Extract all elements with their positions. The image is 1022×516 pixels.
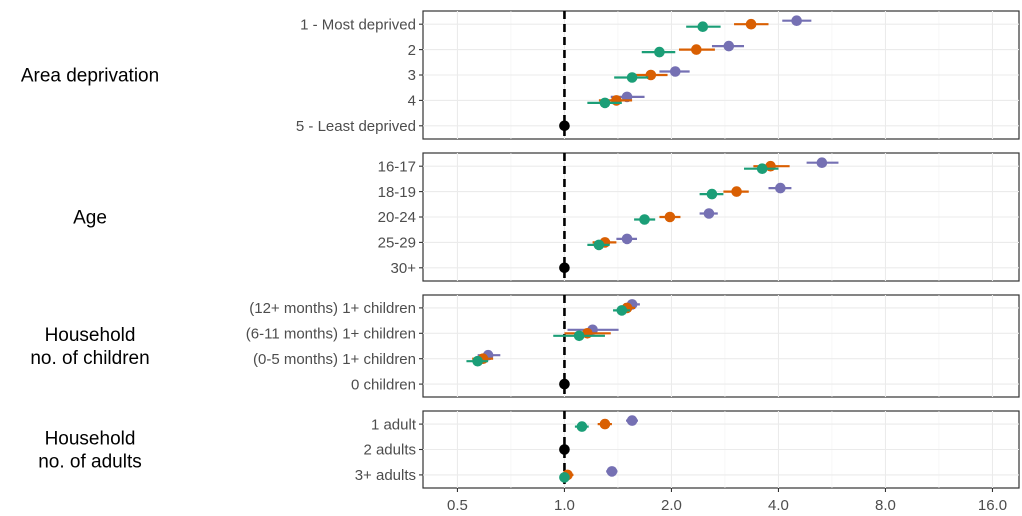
category-label: 1 adult	[371, 416, 417, 433]
x-tick-label: 1.0	[554, 497, 575, 514]
x-tick-label: 0.5	[447, 497, 468, 514]
category-label: (12+ months) 1+ children	[249, 300, 416, 317]
category-label: 30+	[391, 260, 417, 277]
point-series3	[816, 157, 828, 168]
point-series2	[599, 97, 611, 109]
point-series2	[626, 72, 638, 83]
category-label: 3	[408, 67, 416, 84]
panel-frame-3	[422, 294, 1020, 398]
category-label: 2	[408, 42, 416, 59]
point-series1	[691, 44, 702, 55]
point-series3	[723, 40, 735, 52]
point-series2	[706, 188, 718, 200]
group-label: no. of adults	[38, 452, 142, 473]
point-series3	[775, 182, 786, 194]
point-series2	[756, 163, 768, 174]
x-tick-label: 8.0	[875, 497, 896, 514]
point-series3	[669, 66, 681, 77]
category-label: 4	[408, 93, 416, 110]
point-series1	[664, 211, 676, 223]
point-series1	[731, 186, 742, 197]
group-label: no. of children	[30, 348, 149, 369]
point-series1	[599, 418, 611, 430]
point-reference	[559, 120, 570, 132]
category-label: (6-11 months) 1+ children	[246, 326, 416, 343]
point-series2	[593, 239, 605, 251]
point-series2	[639, 214, 650, 225]
x-tick-label: 4.0	[768, 497, 789, 514]
point-series3	[606, 466, 618, 477]
point-series1	[611, 95, 622, 106]
point-series2	[616, 305, 628, 316]
group-label: Household	[45, 325, 136, 346]
group-label: Age	[73, 208, 107, 229]
point-series2	[472, 355, 483, 367]
point-series2	[573, 330, 585, 342]
category-label: (0-5 months) 1+ children	[253, 351, 416, 368]
group-label: Area deprivation	[21, 66, 159, 87]
category-label: 0 children	[351, 376, 416, 393]
point-series3	[626, 415, 638, 426]
point-reference	[559, 262, 570, 274]
category-label: 3+ adults	[355, 467, 416, 484]
category-label: 1 - Most deprived	[300, 16, 416, 33]
point-series1	[745, 18, 757, 30]
point-series2	[697, 21, 709, 32]
group-label: Household	[45, 429, 136, 450]
point-series1	[645, 69, 657, 81]
point-reference	[559, 378, 570, 390]
x-tick-label: 16.0	[978, 497, 1007, 514]
point-series3	[703, 208, 715, 219]
category-label: 16-17	[378, 158, 416, 175]
x-tick-label: 2.0	[661, 497, 682, 514]
point-reference	[559, 444, 570, 455]
point-series2	[559, 472, 570, 483]
point-series3	[621, 233, 633, 245]
point-series2	[654, 46, 665, 58]
category-label: 18-19	[378, 184, 416, 201]
point-series3	[791, 15, 802, 26]
category-label: 2 adults	[363, 442, 416, 459]
category-label: 25-29	[378, 235, 416, 252]
category-label: 5 - Least deprived	[296, 118, 416, 135]
category-label: 20-24	[378, 209, 416, 226]
point-series2	[576, 421, 588, 432]
